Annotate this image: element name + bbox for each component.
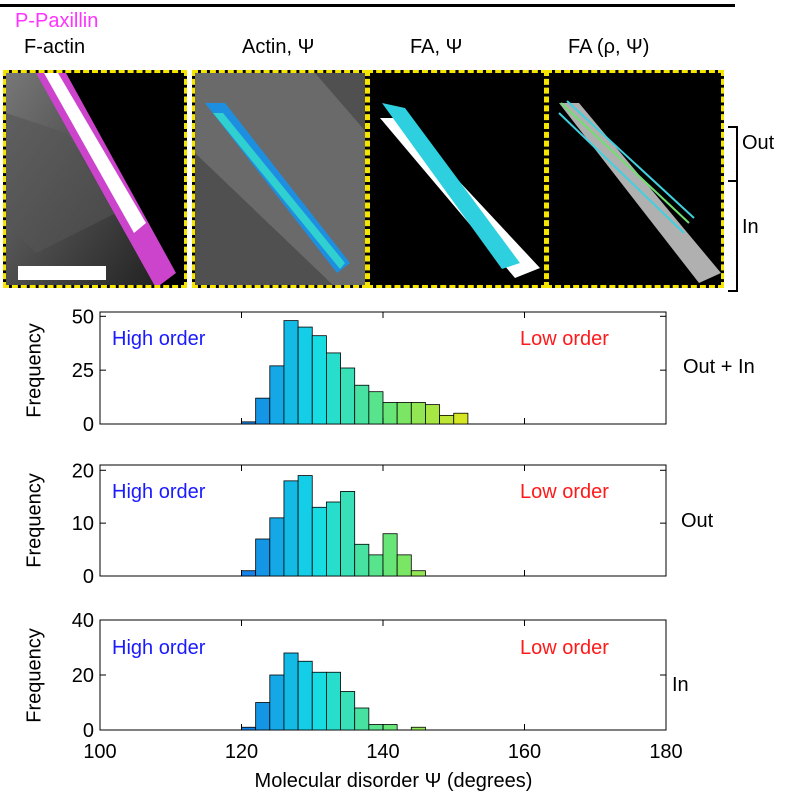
- y-tick-label: 0: [83, 720, 94, 742]
- y-axis-label: Frequency: [23, 473, 46, 568]
- y-tick-label: 25: [72, 360, 94, 382]
- y-axis-label: Frequency: [23, 628, 46, 723]
- histogram-bar: [269, 365, 285, 425]
- y-tick-label: 40: [72, 610, 94, 632]
- histogram-bar: [453, 412, 469, 425]
- histogram-bar: [325, 501, 341, 577]
- histogram-bar: [311, 335, 327, 425]
- low-order-label: Low order: [520, 637, 609, 659]
- histogram-bar: [410, 402, 426, 425]
- y-tick-label: 50: [72, 306, 94, 328]
- histogram-bar: [325, 671, 341, 731]
- title-fa-psi: FA, Ψ: [410, 36, 463, 58]
- histogram-bar: [325, 352, 341, 425]
- histogram-bar: [297, 326, 313, 425]
- y-axis-label: Frequency: [23, 323, 46, 418]
- histogram-bar: [425, 404, 441, 425]
- histogram-bar: [340, 367, 356, 425]
- bracket-label-out: Out: [742, 132, 775, 154]
- histogram-bar: [269, 517, 285, 577]
- row-label-in: In: [672, 674, 689, 696]
- histogram-bar: [410, 726, 426, 731]
- histogram-bar: [354, 384, 370, 425]
- histogram-bar: [439, 414, 455, 425]
- y-tick-label: 10: [72, 513, 94, 535]
- x-tick-label: 120: [225, 741, 258, 763]
- histogram-bar: [283, 652, 299, 731]
- y-tick-label: 0: [83, 566, 94, 588]
- low-order-label: Low order: [520, 328, 609, 350]
- histogram-bar: [354, 543, 370, 577]
- histogram-bar: [311, 506, 327, 577]
- y-tick-label: 0: [83, 414, 94, 436]
- histogram-bar: [241, 421, 257, 425]
- histogram-bar: [340, 491, 356, 577]
- high-order-label: High order: [112, 637, 206, 659]
- y-tick-label: 20: [72, 460, 94, 482]
- histogram-bar: [382, 402, 398, 425]
- histogram-bar: [368, 391, 384, 425]
- x-tick-label: 160: [508, 741, 541, 763]
- scale-bar: [18, 266, 106, 280]
- low-order-label: Low order: [520, 481, 609, 503]
- top-rule: [0, 4, 735, 7]
- y-tick-label: 20: [72, 665, 94, 687]
- histogram-bar: [241, 726, 257, 731]
- image-p-paxillin-f-actin: [3, 70, 187, 288]
- title-fa-rho-psi: FA (ρ, Ψ): [568, 36, 650, 58]
- histogram-bar: [255, 397, 271, 425]
- histogram-bar: [382, 724, 398, 731]
- x-tick-label: 180: [649, 741, 682, 763]
- image-fa-psi: [367, 70, 547, 288]
- title-p-paxillin: P-Paxillin: [15, 10, 99, 32]
- bracket-in: [728, 180, 738, 292]
- image-fa-rho-map: [549, 73, 721, 285]
- histogram-bar: [283, 480, 299, 577]
- x-axis-label: Molecular disorder Ψ (degrees): [254, 770, 533, 792]
- image-fa-rho-psi: [546, 70, 724, 288]
- histogram-bar: [241, 570, 257, 577]
- x-tick-label: 100: [83, 741, 116, 763]
- histogram-bar: [396, 402, 412, 425]
- histogram-bar: [354, 707, 370, 731]
- histogram-bar: [396, 554, 412, 577]
- histogram-bar: [410, 570, 426, 577]
- histogram-bar: [255, 702, 271, 731]
- high-order-label: High order: [112, 481, 206, 503]
- histogram-bar: [255, 538, 271, 577]
- histogram-bar: [368, 724, 384, 731]
- high-order-label: High order: [112, 328, 206, 350]
- title-f-actin: F-actin: [24, 36, 86, 58]
- histogram-bar: [311, 671, 327, 731]
- x-tick-label: 140: [366, 741, 399, 763]
- row-label-out-in: Out + In: [683, 356, 755, 378]
- histogram-bar: [382, 533, 398, 577]
- image-actin-map: [195, 73, 365, 285]
- histogram-bar: [269, 674, 285, 731]
- image-composite: [6, 73, 176, 285]
- row-label-out: Out: [681, 510, 714, 532]
- histogram-bar: [297, 475, 313, 577]
- image-fa-map: [370, 73, 544, 285]
- histogram-bar: [368, 554, 384, 577]
- histogram-bar: [283, 320, 299, 425]
- histogram-bar: [340, 691, 356, 731]
- title-actin-psi: Actin, Ψ: [242, 36, 315, 58]
- histogram-bar: [297, 660, 313, 731]
- image-actin-psi: [192, 70, 368, 288]
- bracket-label-in: In: [742, 216, 759, 238]
